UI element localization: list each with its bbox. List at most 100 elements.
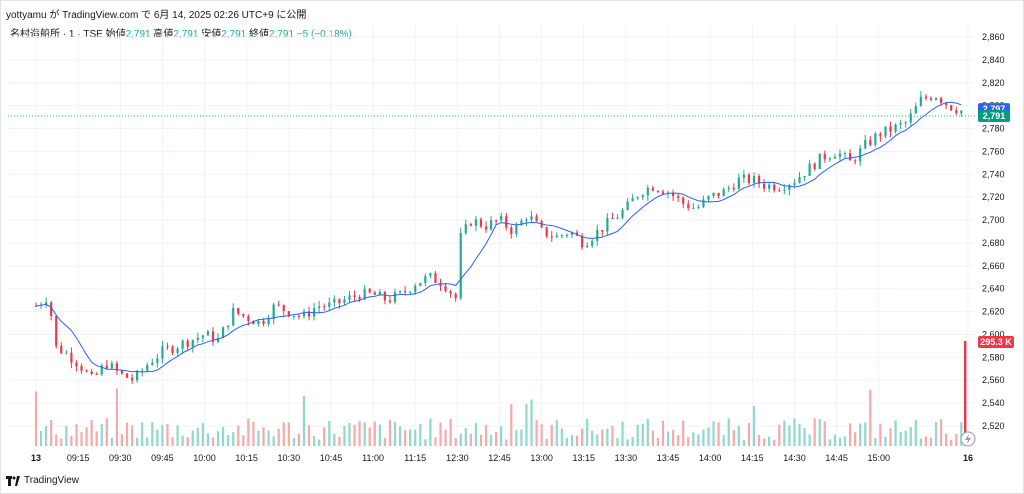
x-tick-label: 15:00 [867,453,890,463]
candle-body [722,189,725,197]
candle-body [277,304,280,306]
volume-bar [237,425,240,446]
candle-body [141,370,144,372]
volume-bar [439,422,442,446]
candle-body [833,156,837,159]
candle-body [343,299,346,304]
candle-body [904,122,907,124]
candle-body [262,320,265,325]
y-tick-label: 2,540 [982,398,1005,408]
candle-body [237,308,240,314]
volume-bar [960,422,963,446]
candle-body [156,358,159,363]
candle-body [34,305,38,307]
candle-body [591,240,594,246]
volume-bar [146,437,149,446]
candle-body [651,187,654,191]
y-tick-label: 2,820 [982,78,1005,88]
candle-body [398,291,402,293]
volume-bar [267,430,270,446]
symbol-label[interactable]: 名村造船所 · 1 · TSE [10,29,103,40]
volume-bar [55,434,58,446]
x-tick-label: 09:45 [151,453,174,463]
volume-bar [859,423,862,446]
candle-body [252,321,255,325]
volume-tag [978,336,1014,348]
volume-bar [39,431,43,446]
volume-bar [151,422,154,446]
candle-body [388,300,392,303]
candle-body [267,319,270,325]
volume-bar [469,433,472,446]
candle-body [859,148,862,162]
volume-bar [449,419,452,446]
y-tick-label: 2,640 [982,284,1005,294]
candle-body [788,184,791,190]
volume-bar [398,426,402,446]
volume-bar [500,426,503,446]
volume-bar [515,430,518,446]
volume-bar [368,427,371,446]
volume-bar [874,437,877,446]
x-tick-label: 12:45 [488,453,511,463]
candle-body [899,122,902,125]
x-tick-label: 16 [963,453,973,463]
y-tick-label: 2,580 [982,352,1005,362]
volume-bar [687,436,690,446]
y-tick-label: 2,740 [982,169,1005,179]
candle-body [464,224,467,234]
candle-body [828,158,831,160]
volume-bar [919,438,922,446]
candle-body [55,316,58,346]
volume-bar [404,430,407,446]
candle-body [742,174,745,178]
volume-bar [747,423,751,446]
volume-bar [323,427,326,446]
candle-body [65,352,68,354]
volume-bar [586,418,589,446]
candle-body [732,187,735,190]
volume-bar [752,405,756,446]
volume-bar [100,424,103,446]
volume-bar [136,437,139,446]
candle-body [606,218,609,232]
volume-bar [383,437,386,446]
candle-body [221,327,225,339]
candle-body [707,195,710,200]
volume-bar [434,437,437,446]
volume-bar [697,434,700,446]
volume-bar [272,436,275,446]
candle-body [216,338,220,342]
volume-bar [798,424,801,446]
candle-body [45,302,48,305]
volume-tag-label: 295.3 K [980,337,1012,347]
volume-bar [833,434,837,446]
candle-body [125,373,129,378]
candle-body [848,153,852,161]
candle-body [196,337,199,340]
volume-bar [358,421,361,446]
candle-body [945,103,948,106]
volume-bar [950,439,953,446]
candle-body [353,295,356,297]
volume-bar [105,418,108,446]
candle-body [393,292,397,303]
candle-body [474,219,478,226]
volume-bar [313,435,316,446]
candle-body [161,346,164,359]
candle-body [530,216,533,220]
volume-bar [307,425,311,446]
volume-bar [596,434,599,446]
volume-bar [489,434,493,446]
volume-bar [196,427,199,446]
candle-body [247,316,250,322]
volume-bar [510,404,513,446]
volume-bar [656,437,660,446]
volume-bar [302,395,306,446]
volume-bar [464,428,467,446]
candle-body [191,339,194,347]
candle-body [166,346,169,348]
x-tick-label: 10:00 [193,453,216,463]
volume-bar [60,438,63,446]
